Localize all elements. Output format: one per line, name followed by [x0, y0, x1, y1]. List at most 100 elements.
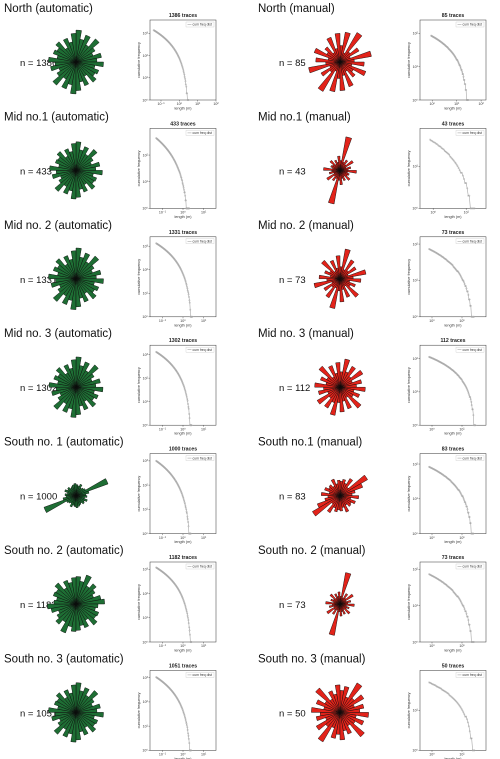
cdf-point: [187, 732, 189, 735]
rose-petal: [312, 495, 341, 517]
rose-petal: [339, 603, 346, 615]
rose-petal: [52, 61, 77, 86]
y-tick-label: 10²: [413, 462, 419, 466]
legend-label: cum freq dist: [193, 240, 212, 244]
cdf-point: [462, 604, 465, 607]
rose-petal: [339, 259, 355, 279]
y-tick-label: 10⁰: [412, 749, 418, 753]
legend-label: cum freq dist: [193, 348, 212, 352]
cdf-point: [187, 616, 189, 619]
panel-title: South no. 3 (automatic): [4, 653, 124, 665]
rose-petal: [70, 33, 77, 63]
y-tick-label: 10¹: [143, 76, 149, 80]
sample-count-label: n = 73: [279, 275, 306, 286]
rose-petal: [75, 478, 109, 496]
cdf-point: [186, 289, 189, 292]
rose-petal: [339, 61, 346, 91]
rose-petal: [75, 687, 90, 713]
rose-petal: [339, 278, 359, 298]
cdf-point: [186, 728, 189, 731]
rose-petal: [75, 170, 96, 190]
cdf-point: [186, 285, 188, 288]
cdf-series: [428, 465, 475, 535]
plot-frame: [149, 19, 217, 101]
rose-petal: [75, 149, 98, 171]
cdf-series: [155, 137, 191, 210]
legend-label: cum freq dist: [463, 565, 482, 569]
y-tick-label: 10⁰: [412, 532, 418, 536]
cdf-point: [459, 171, 462, 174]
rose-petal: [320, 61, 341, 77]
rose-petal: [75, 265, 95, 279]
plot-title: 1302 traces: [169, 338, 197, 344]
x-tick-label: 10⁻¹: [159, 427, 167, 431]
y-axis-label: cumulative frequency: [407, 367, 411, 403]
rose-petal: [75, 495, 79, 508]
cdf-point: [186, 518, 189, 520]
rose-petal: [75, 161, 101, 171]
y-axis-label: cumulative frequency: [407, 692, 411, 728]
x-axis-label: length (m): [444, 107, 462, 111]
y-tick-label: 10²: [413, 32, 419, 36]
y-tick-label: 10¹: [413, 165, 419, 169]
legend-box: [455, 347, 485, 353]
cdf-point: [467, 619, 470, 622]
panel-manual-3: Mid no. 3 (manual) n = 112 112 traces cum f…: [258, 328, 487, 436]
panel-automatic-0: North (automatic) n = 1386 1386 traces cum …: [4, 3, 219, 111]
x-tick-label: 10¹: [201, 753, 207, 757]
cdf-point: [185, 610, 188, 613]
cdf-point: [458, 169, 461, 172]
cdf-point: [464, 83, 467, 86]
rose-petal: [57, 278, 77, 293]
rose-petal: [334, 159, 341, 171]
cdf-point: [450, 156, 453, 159]
y-tick-label: 10¹: [143, 508, 149, 512]
legend-box: [185, 130, 215, 136]
cdf-point: [432, 140, 435, 143]
plot-frame: [149, 236, 217, 318]
plot-title: 85 traces: [442, 13, 465, 19]
rose-petal: [75, 170, 81, 198]
rose-petal: [339, 495, 350, 513]
cdf-point: [183, 75, 186, 78]
cdf-point: [184, 83, 187, 86]
cdf-point: [182, 710, 185, 713]
rose-diagram: [314, 358, 366, 416]
cdf-point: [470, 400, 473, 403]
cdf-point: [180, 593, 183, 596]
cdf-point: [471, 207, 474, 210]
rose-petal: [329, 159, 341, 171]
cdf-point: [467, 293, 470, 296]
cdf-point: [186, 92, 188, 95]
rose-diagram: [48, 356, 104, 418]
legend-box: [455, 563, 485, 570]
cdf-point: [466, 615, 469, 618]
panel-automatic-6: South no. 3 (automatic) n = 1051 1051 trac…: [4, 653, 217, 759]
rose-petal: [55, 367, 77, 388]
cdf-point: [179, 702, 182, 705]
sample-count-label: n = 50: [279, 708, 306, 719]
panel-manual-2: Mid no. 2 (manual) n = 73 73 traces cum fre…: [258, 220, 487, 327]
rose-petal: [318, 365, 341, 388]
panel-title: Mid no.1 (manual): [258, 111, 351, 123]
cdf-point: [185, 85, 188, 88]
cdf-point: [186, 612, 189, 615]
cdf-point: [470, 737, 473, 740]
x-axis-label: length (m): [174, 649, 192, 653]
cdf-point: [458, 490, 461, 493]
rose-petal: [61, 278, 77, 305]
cdf-point: [428, 681, 431, 684]
rose-petal: [334, 593, 341, 605]
rose-petal: [64, 148, 77, 171]
cdf-point: [471, 749, 474, 752]
cdf-point: [178, 171, 181, 174]
rose-petal: [75, 157, 94, 171]
legend-box: [185, 672, 215, 678]
rose-petal: [75, 373, 95, 388]
rose-petal: [339, 483, 364, 496]
rose-petal: [339, 599, 352, 605]
cdf-line: [156, 676, 192, 751]
cdf-point: [461, 603, 464, 606]
rose-petal: [75, 387, 97, 408]
rose-petal: [71, 143, 77, 171]
